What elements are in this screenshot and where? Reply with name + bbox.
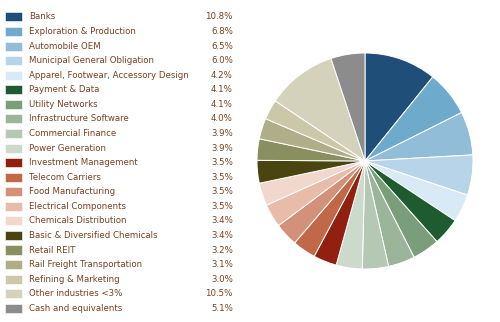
Text: Payment & Data: Payment & Data (30, 85, 100, 94)
Text: Commercial Finance: Commercial Finance (30, 129, 117, 138)
Text: 3.5%: 3.5% (211, 173, 233, 182)
Wedge shape (257, 139, 365, 161)
Text: 10.5%: 10.5% (206, 289, 233, 298)
Text: Power Generation: Power Generation (30, 144, 106, 153)
Text: Refining & Marketing: Refining & Marketing (30, 275, 120, 284)
Bar (5, 85, 22, 94)
Wedge shape (278, 161, 365, 243)
Text: Automobile OEM: Automobile OEM (30, 42, 101, 51)
Text: 4.1%: 4.1% (211, 100, 233, 109)
Text: 6.5%: 6.5% (211, 42, 233, 51)
Wedge shape (276, 59, 365, 161)
Text: Banks: Banks (30, 13, 56, 22)
Text: Basic & Diversified Chemicals: Basic & Diversified Chemicals (30, 231, 158, 240)
Bar (5, 187, 22, 196)
Text: 3.0%: 3.0% (211, 275, 233, 284)
Text: 6.8%: 6.8% (211, 27, 233, 36)
Bar (5, 129, 22, 138)
Text: Municipal General Obligation: Municipal General Obligation (30, 56, 154, 65)
Text: 10.8%: 10.8% (206, 13, 233, 22)
Text: 3.9%: 3.9% (211, 144, 233, 153)
Wedge shape (260, 161, 365, 205)
Bar (5, 304, 22, 313)
Wedge shape (362, 161, 388, 269)
Text: Chemicals Distribution: Chemicals Distribution (30, 216, 127, 225)
Bar (5, 260, 22, 269)
Text: Electrical Components: Electrical Components (30, 202, 126, 211)
Bar (5, 71, 22, 80)
Wedge shape (365, 53, 433, 161)
Text: 3.5%: 3.5% (211, 187, 233, 196)
Wedge shape (314, 161, 365, 265)
Text: 3.4%: 3.4% (211, 231, 233, 240)
Bar (5, 42, 22, 51)
Text: 3.2%: 3.2% (211, 245, 233, 254)
Text: 5.1%: 5.1% (211, 304, 233, 313)
Text: Other industries <3%: Other industries <3% (30, 289, 122, 298)
Wedge shape (365, 161, 414, 266)
Wedge shape (266, 161, 365, 226)
Wedge shape (294, 161, 365, 256)
Text: 4.1%: 4.1% (211, 85, 233, 94)
Wedge shape (266, 101, 365, 161)
Text: Food Manufacturing: Food Manufacturing (30, 187, 116, 196)
Text: 4.0%: 4.0% (211, 114, 233, 123)
Text: 3.1%: 3.1% (211, 260, 233, 269)
Wedge shape (365, 161, 468, 221)
Text: Utility Networks: Utility Networks (30, 100, 98, 109)
Bar (5, 216, 22, 225)
Wedge shape (365, 155, 473, 195)
Text: 4.2%: 4.2% (211, 71, 233, 80)
Text: Telecom Carriers: Telecom Carriers (30, 173, 101, 182)
Text: 3.9%: 3.9% (211, 129, 233, 138)
Text: Investment Management: Investment Management (30, 158, 138, 167)
Bar (5, 275, 22, 284)
Text: Rail Freight Transportation: Rail Freight Transportation (30, 260, 142, 269)
Text: 3.4%: 3.4% (211, 216, 233, 225)
Text: 3.5%: 3.5% (211, 158, 233, 167)
Bar (5, 100, 22, 109)
Bar (5, 173, 22, 182)
Wedge shape (260, 119, 365, 161)
Bar (5, 144, 22, 153)
Text: Exploration & Production: Exploration & Production (30, 27, 136, 36)
Wedge shape (365, 77, 462, 161)
Text: Apparel, Footwear, Accessory Design: Apparel, Footwear, Accessory Design (30, 71, 189, 80)
Wedge shape (336, 161, 365, 269)
Bar (5, 27, 22, 36)
Text: Infrastructure Software: Infrastructure Software (30, 114, 129, 123)
Bar (5, 202, 22, 211)
Text: 3.5%: 3.5% (211, 202, 233, 211)
Bar (5, 13, 22, 22)
Bar (5, 289, 22, 298)
Wedge shape (365, 161, 455, 242)
Wedge shape (331, 53, 365, 161)
Wedge shape (365, 113, 473, 161)
Bar (5, 231, 22, 240)
Bar (5, 158, 22, 167)
Bar (5, 245, 22, 254)
Wedge shape (365, 161, 437, 257)
Text: 6.0%: 6.0% (211, 56, 233, 65)
Text: Retail REIT: Retail REIT (30, 245, 76, 254)
Bar (5, 56, 22, 65)
Wedge shape (257, 160, 365, 183)
Text: Cash and equivalents: Cash and equivalents (30, 304, 122, 313)
Bar (5, 114, 22, 123)
